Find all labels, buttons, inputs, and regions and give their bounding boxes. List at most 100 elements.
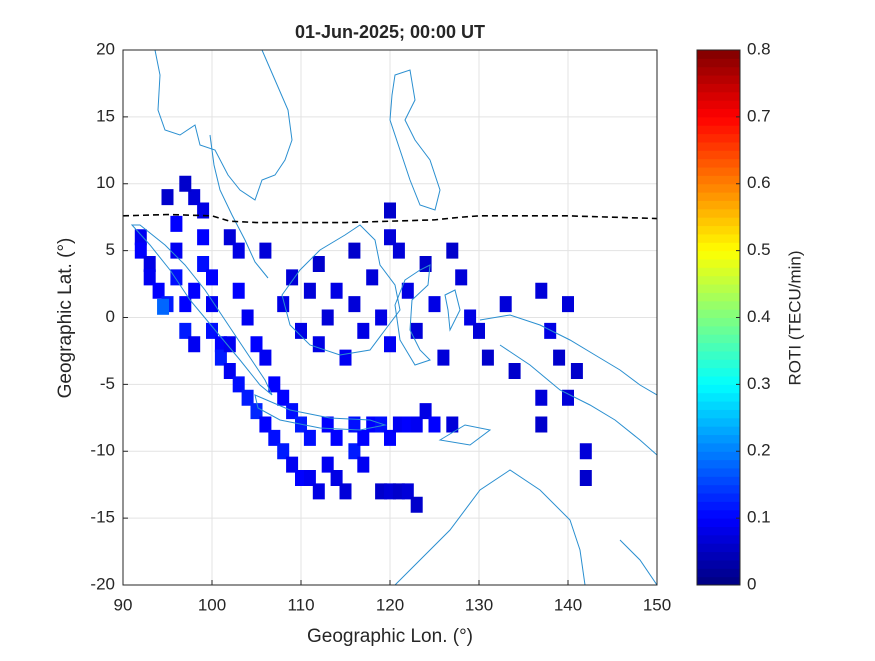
colorbar-swatch (697, 292, 740, 302)
roti-cell (384, 336, 396, 353)
roti-cell (384, 202, 396, 219)
roti-cell (535, 416, 548, 433)
roti-cell (223, 229, 236, 246)
colorbar-swatch (697, 217, 740, 227)
colorbar-swatch (697, 459, 740, 469)
colorbar-swatch (697, 551, 740, 561)
colorbar-swatch (697, 467, 740, 477)
colorbar-tick-label: 0.8 (747, 39, 771, 58)
roti-cell (357, 322, 370, 339)
roti-cell (268, 376, 281, 393)
y-axis-label: Geographic Lat. (°) (55, 238, 76, 399)
colorbar-swatch (697, 125, 740, 135)
colorbar-swatch (697, 417, 740, 427)
colorbar-swatch (697, 66, 740, 76)
magnetic-equator (123, 213, 657, 224)
roti-cell (579, 470, 592, 486)
colorbar-swatch (697, 426, 740, 436)
roti-cell (384, 429, 396, 446)
roti-cell (268, 429, 281, 446)
colorbar-swatch (697, 317, 740, 327)
roti-cell (277, 443, 290, 460)
x-axis-label: Geographic Lon. (°) (307, 626, 473, 647)
roti-cell (499, 296, 512, 313)
colorbar-swatch (697, 359, 740, 369)
colorbar-swatch (697, 342, 740, 352)
roti-cell (214, 349, 227, 366)
roti-cell (277, 296, 290, 313)
roti-cell (312, 483, 325, 500)
roti-cell (250, 336, 263, 353)
roti-cell (286, 456, 299, 473)
roti-cell (206, 322, 218, 339)
colorbar-tick-label: 0.4 (747, 307, 771, 326)
roti-cell (232, 282, 245, 299)
colorbar-tick-label: 0.5 (747, 240, 771, 259)
colorbar-swatch (697, 493, 740, 502)
roti-cell (241, 389, 254, 406)
roti-cell (206, 269, 218, 286)
colorbar-swatch (697, 208, 740, 218)
colorbar-swatch (697, 192, 740, 201)
roti-cell (277, 389, 290, 406)
y-tick-label: -20 (90, 574, 115, 593)
roti-cell (134, 229, 147, 246)
colorbar-swatch (697, 183, 740, 193)
x-tick-label: 110 (287, 595, 314, 614)
x-tick-label: 130 (465, 595, 493, 614)
roti-cell (312, 256, 325, 272)
roti-cell (348, 242, 361, 259)
roti-cell (428, 296, 441, 313)
roti-cell (143, 269, 156, 286)
y-tick-label: 20 (96, 39, 115, 58)
roti-cell (508, 363, 521, 379)
roti-cell (553, 349, 566, 366)
roti-cell (250, 403, 263, 420)
roti-cell (188, 189, 201, 206)
colorbar-tick-label: 0.2 (747, 441, 771, 460)
roti-cell (339, 483, 352, 500)
colorbar-swatch (697, 518, 740, 527)
roti-cell (535, 282, 548, 299)
colorbar-swatch (697, 543, 740, 553)
colorbar-swatch (697, 108, 740, 118)
roti-cell (303, 282, 316, 299)
roti-cell (206, 296, 218, 313)
roti-cell (232, 376, 245, 393)
colorbar-swatch (697, 175, 740, 185)
y-tick-label: 5 (106, 240, 115, 259)
colorbar-swatch (697, 58, 740, 68)
roti-cell (357, 456, 370, 473)
roti-cell (312, 336, 325, 353)
colorbar-swatch (697, 509, 740, 519)
colorbar-swatch (697, 250, 740, 260)
roti-cell (366, 269, 379, 286)
roti-cell (143, 256, 156, 272)
roti-cell (259, 416, 272, 433)
y-tick-label: -5 (100, 374, 115, 393)
colorbar-swatch (697, 267, 740, 277)
colorbar-swatch (697, 233, 740, 243)
roti-cell (570, 363, 583, 379)
roti-cell (179, 296, 192, 313)
roti-cell (223, 363, 236, 379)
colorbar-swatch (697, 158, 740, 168)
roti-cell (241, 309, 254, 326)
colorbar-swatch (697, 434, 740, 444)
axes: 90 100 110 120 130 140 150 -20 -15 -10 -5 0 5 10 15 20 (90, 39, 671, 614)
colorbar-swatch (697, 275, 740, 285)
roti-cell (259, 349, 272, 366)
roti-cell (286, 403, 299, 420)
colorbar-swatch (697, 442, 740, 452)
coastlines (130, 50, 657, 585)
chart-title: 01-Jun-2025; 00:00 UT (295, 22, 485, 42)
colorbar-tick-label: 0 (747, 574, 756, 593)
roti-cell (134, 242, 147, 259)
roti-cell (232, 242, 245, 259)
roti-cell (410, 496, 423, 513)
colorbar-swatch (697, 258, 740, 268)
roti-cell (303, 470, 316, 486)
roti-cell (170, 269, 183, 286)
roti-cell (348, 296, 361, 313)
